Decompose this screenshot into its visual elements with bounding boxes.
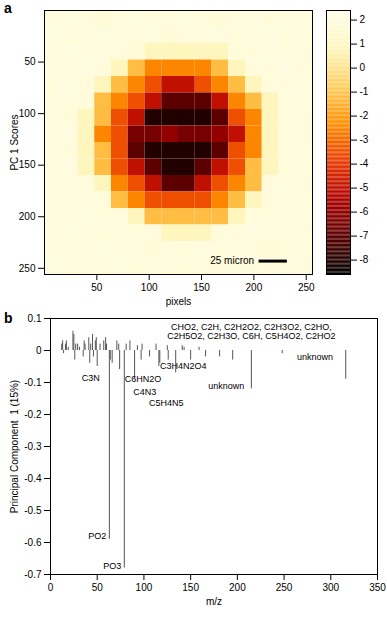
- svg-text:m/z: m/z: [206, 596, 222, 607]
- svg-text:50: 50: [24, 56, 36, 67]
- svg-text:C6HN2O: C6HN2O: [125, 374, 162, 384]
- svg-text:-8: -8: [360, 254, 369, 265]
- svg-text:200: 200: [229, 582, 246, 593]
- svg-text:PC 1 Scores: PC 1 Scores: [9, 114, 20, 170]
- svg-text:-5: -5: [360, 182, 369, 193]
- svg-text:150: 150: [193, 282, 210, 293]
- svg-text:-7: -7: [360, 230, 369, 241]
- svg-text:-3: -3: [360, 134, 369, 145]
- svg-text:PO2: PO2: [88, 531, 106, 541]
- svg-text:C5H4N5: C5H4N5: [149, 398, 184, 408]
- svg-text:250: 250: [19, 263, 36, 274]
- svg-text:50: 50: [91, 282, 103, 293]
- svg-text:unknown: unknown: [297, 352, 333, 362]
- svg-text:0: 0: [360, 62, 366, 73]
- svg-text:-0.3: -0.3: [24, 441, 42, 452]
- svg-text:Principal Component 1 (15%): Principal Component 1 (15%): [9, 380, 20, 513]
- svg-text:-0.2: -0.2: [24, 409, 42, 420]
- svg-text:pixels: pixels: [166, 296, 192, 307]
- svg-text:-0.7: -0.7: [24, 569, 42, 580]
- svg-text:250: 250: [276, 582, 293, 593]
- svg-text:-0.4: -0.4: [24, 473, 42, 484]
- svg-text:250: 250: [298, 282, 315, 293]
- svg-text:100: 100: [19, 108, 36, 119]
- svg-text:350: 350: [369, 582, 386, 593]
- svg-text:unknown: unknown: [208, 381, 244, 391]
- svg-text:C3N: C3N: [82, 373, 100, 383]
- html-text:b: b: [4, 310, 13, 326]
- svg-text:25 micron: 25 micron: [210, 255, 254, 266]
- svg-text:200: 200: [246, 282, 263, 293]
- svg-text:C4N3: C4N3: [133, 387, 156, 397]
- svg-text:-2: -2: [360, 110, 369, 121]
- html-text:a: a: [4, 0, 12, 16]
- svg-text:-0.1: -0.1: [24, 377, 42, 388]
- svg-text:0: 0: [48, 582, 54, 593]
- svg-text:150: 150: [19, 159, 36, 170]
- svg-text:1: 1: [360, 38, 366, 49]
- svg-text:CHO2, C2H, C2H2O2, C2H3O2, C2H: CHO2, C2H, C2H2O2, C2H3O2, C2HO,C2H5O2, …: [167, 322, 335, 341]
- svg-text:PO3: PO3: [103, 561, 121, 571]
- svg-text:0: 0: [36, 345, 42, 356]
- svg-text:-0.5: -0.5: [24, 505, 42, 516]
- svg-text:-1: -1: [360, 86, 369, 97]
- svg-text:50: 50: [92, 582, 104, 593]
- svg-text:200: 200: [19, 211, 36, 222]
- svg-text:0.1: 0.1: [28, 313, 42, 324]
- svg-text:-4: -4: [360, 158, 369, 169]
- svg-text:C3H4N2O4: C3H4N2O4: [160, 361, 207, 371]
- svg-text:2: 2: [360, 14, 366, 25]
- svg-text:100: 100: [141, 282, 158, 293]
- svg-text:100: 100: [136, 582, 153, 593]
- svg-text:-6: -6: [360, 206, 369, 217]
- svg-text:-0.6: -0.6: [24, 537, 42, 548]
- svg-text:300: 300: [322, 582, 339, 593]
- svg-text:150: 150: [182, 582, 199, 593]
